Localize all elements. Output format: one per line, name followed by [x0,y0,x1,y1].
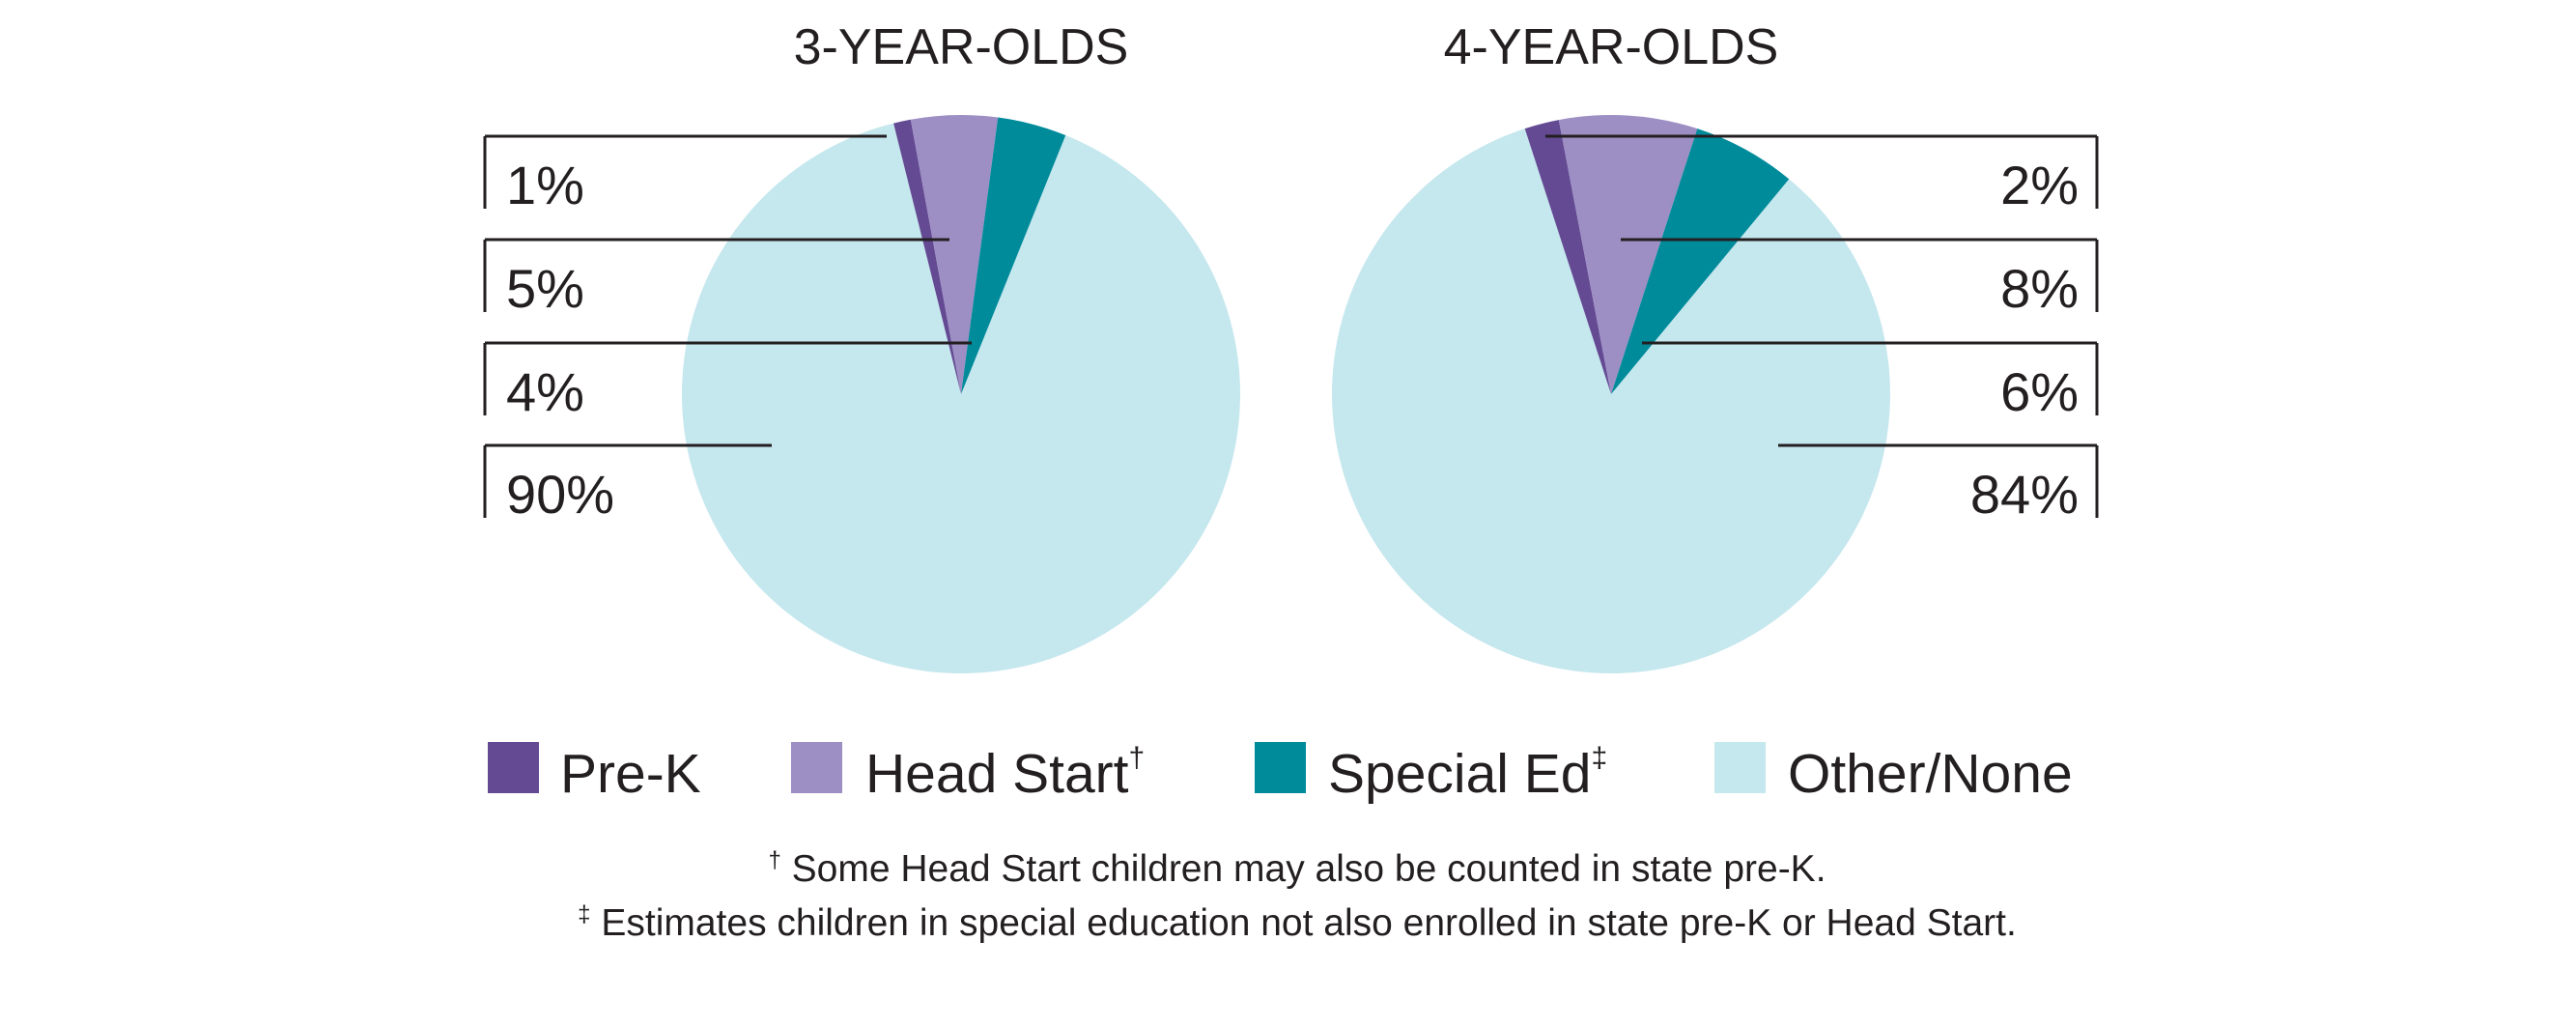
pie-slice-4-year-olds-head-start [1558,115,1698,394]
data-label: 1% [506,155,584,215]
data-label: 90% [506,464,614,525]
pie-slice-4-year-olds-pre-k [1524,120,1611,394]
legend-swatch-head-start [791,742,842,793]
pie-slice-3-year-olds-pre-k [893,119,961,394]
footnote-special-ed: ‡ Estimates children in special educatio… [578,901,2017,944]
legend-label-pre-k: Pre-K [560,743,701,805]
pie-title-4-year-olds: 4-YEAR-OLDS [1444,19,1779,75]
data-label: 5% [506,258,584,319]
legend-label-head-start: Head Start† [865,742,1145,805]
pie-slice-3-year-olds-head-start [910,115,999,395]
data-label: 6% [2000,361,2079,422]
pie-slice-4-year-olds-other-none [1332,128,1890,674]
data-label: 4% [506,361,584,422]
data-label: 2% [2000,155,2079,215]
legend: Pre-K Head Start† Special Ed‡ Other/None [488,742,2073,805]
data-label: 8% [2000,258,2079,319]
legend-swatch-special-ed [1255,742,1306,793]
legend-swatch-pre-k [488,742,539,793]
pie-slice-3-year-olds-special-ed [961,117,1066,395]
pie-slice-3-year-olds-other-none [682,123,1240,673]
pie-title-3-year-olds: 3-YEAR-OLDS [794,19,1129,75]
data-label: 84% [1970,464,2079,525]
legend-swatch-other-none [1714,742,1766,793]
footnote-head-start: † Some Head Start children may also be c… [768,847,1826,890]
pie-slice-4-year-olds-special-ed [1611,128,1790,395]
legend-label-special-ed: Special Ed‡ [1328,742,1607,805]
legend-label-other-none: Other/None [1788,743,2073,805]
